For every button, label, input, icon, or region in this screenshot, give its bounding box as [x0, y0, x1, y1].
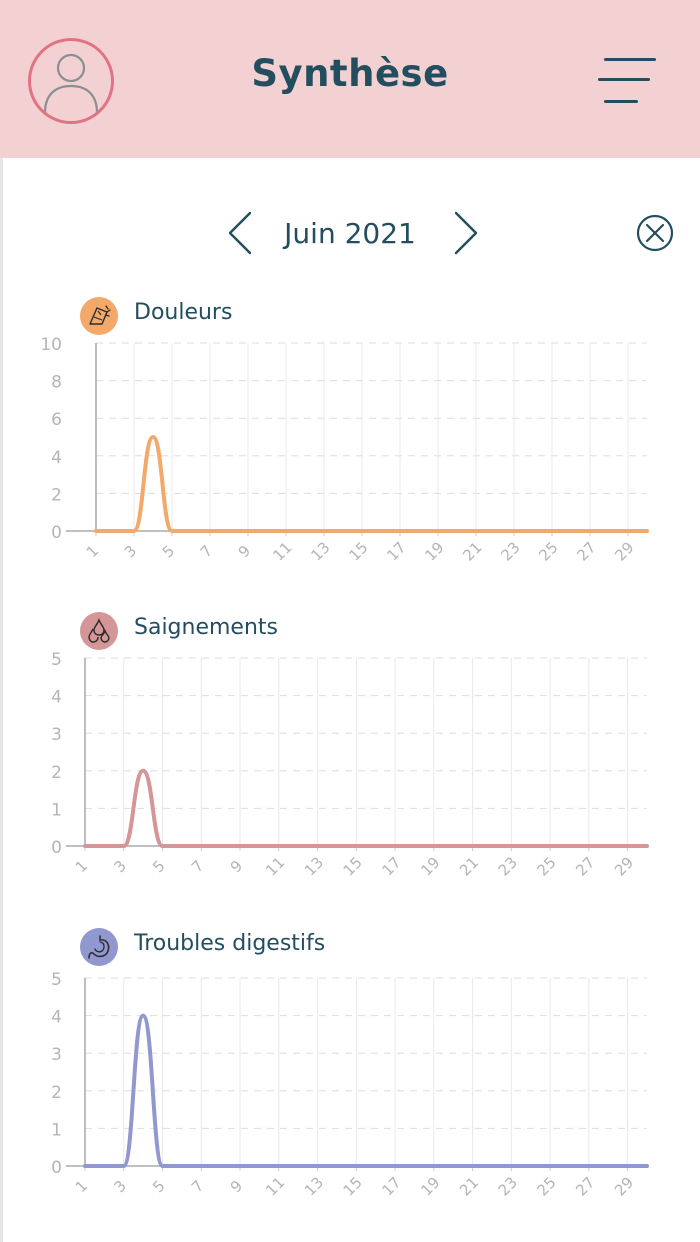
y-tick-label: 5	[51, 970, 62, 990]
x-tick-label: 25	[533, 1173, 559, 1199]
month-navigator: Juin 2021	[0, 205, 700, 265]
chart-section-saignements: Saignements 0 1 2 3 4 5 1 3 5 7 9 11 13 15 17 19 21 23 25 2…	[0, 612, 700, 907]
content-edge	[0, 158, 3, 1242]
y-tick-label: 2	[51, 763, 62, 783]
x-tick-label: 19	[421, 538, 447, 564]
top-bar: Synthèse	[0, 0, 700, 158]
y-tick-label: 1	[51, 800, 62, 820]
user-avatar-icon[interactable]	[28, 38, 114, 124]
page-title: Synthèse	[251, 52, 449, 95]
series-line	[83, 768, 649, 848]
y-tick-label: 10	[40, 335, 62, 355]
series-line	[94, 435, 649, 533]
x-tick-label: 27	[572, 853, 598, 879]
x-tick-label: 3	[121, 542, 140, 561]
x-tick-label: 17	[378, 853, 404, 879]
y-tick-label: 3	[51, 1045, 62, 1065]
x-tick-label: 7	[188, 857, 207, 876]
x-tick-label: 29	[611, 853, 637, 879]
x-tick-label: 3	[110, 857, 129, 876]
x-tick-label: 29	[611, 1173, 637, 1199]
x-tick-label: 7	[197, 542, 216, 561]
x-tick-label: 5	[149, 857, 168, 876]
chart-section-troubles-digestifs: Troubles digestifs 0 1 2 3 4 5 1 3 5 7 9 11 13 15 17 19…	[0, 928, 700, 1228]
x-tick-label: 13	[301, 853, 327, 879]
x-tick-label: 11	[262, 1173, 288, 1199]
x-tick-label: 25	[535, 538, 561, 564]
x-tick-label: 9	[227, 1177, 246, 1196]
x-tick-label: 19	[417, 853, 443, 879]
y-tick-label: 0	[51, 1158, 62, 1178]
x-tick-label: 21	[456, 853, 482, 879]
y-tick-label: 2	[51, 1083, 62, 1103]
x-tick-label: 1	[72, 1177, 91, 1196]
x-tick-label: 9	[227, 857, 246, 876]
pain-icon	[80, 297, 118, 335]
x-tick-label: 17	[378, 1173, 404, 1199]
x-tick-label: 1	[83, 542, 102, 561]
x-tick-label: 11	[269, 538, 295, 564]
x-tick-label: 13	[307, 538, 333, 564]
stomach-icon	[80, 928, 118, 966]
x-tick-label: 5	[159, 542, 178, 561]
y-tick-label: 1	[51, 1120, 62, 1140]
x-tick-label: 15	[340, 1173, 366, 1199]
chart-header: Douleurs	[80, 297, 580, 335]
x-tick-label: 3	[110, 1177, 129, 1196]
y-tick-label: 8	[51, 373, 62, 393]
hamburger-menu-icon[interactable]	[598, 54, 658, 110]
x-tick-label: 11	[262, 853, 288, 879]
x-tick-label: 25	[533, 853, 559, 879]
chart-title: Douleurs	[134, 300, 233, 325]
x-tick-label: 9	[235, 542, 254, 561]
y-tick-label: 4	[51, 688, 62, 708]
x-tick-label: 29	[611, 538, 637, 564]
y-tick-label: 0	[51, 838, 62, 858]
current-month-label: Juin 2021	[284, 217, 416, 250]
x-tick-label: 23	[495, 853, 521, 879]
chart-title: Troubles digestifs	[134, 931, 326, 956]
chart-header: Saignements	[80, 612, 580, 650]
x-tick-label: 23	[495, 1173, 521, 1199]
chart-header: Troubles digestifs	[80, 928, 580, 966]
x-tick-label: 23	[497, 538, 523, 564]
x-tick-label: 13	[301, 1173, 327, 1199]
chart-section-douleurs: Douleurs 0 2 4 6 8 10 1 3 5 7 9 11 13 15 17 19 21 23 25 27 2…	[0, 297, 700, 592]
x-tick-label: 1	[72, 857, 91, 876]
x-tick-label: 27	[573, 538, 599, 564]
x-tick-label: 5	[149, 1177, 168, 1196]
y-tick-label: 0	[51, 523, 62, 543]
x-tick-label: 7	[188, 1177, 207, 1196]
y-tick-label: 2	[51, 485, 62, 505]
x-tick-label: 21	[456, 1173, 482, 1199]
chevron-right-icon[interactable]	[446, 205, 486, 261]
x-tick-label: 17	[383, 538, 409, 564]
series-line	[83, 1013, 649, 1168]
x-tick-label: 21	[459, 538, 485, 564]
blood-drops-icon	[80, 612, 118, 650]
chevron-left-icon[interactable]	[222, 205, 262, 261]
chart-title: Saignements	[134, 615, 278, 640]
y-tick-label: 4	[51, 448, 62, 468]
x-tick-label: 19	[417, 1173, 443, 1199]
x-tick-label: 27	[572, 1173, 598, 1199]
y-tick-label: 4	[51, 1008, 62, 1028]
x-tick-label: 15	[345, 538, 371, 564]
close-circle-icon[interactable]	[634, 212, 676, 254]
y-tick-label: 3	[51, 725, 62, 745]
y-tick-label: 6	[51, 410, 62, 430]
y-tick-label: 5	[51, 650, 62, 670]
x-tick-label: 15	[340, 853, 366, 879]
